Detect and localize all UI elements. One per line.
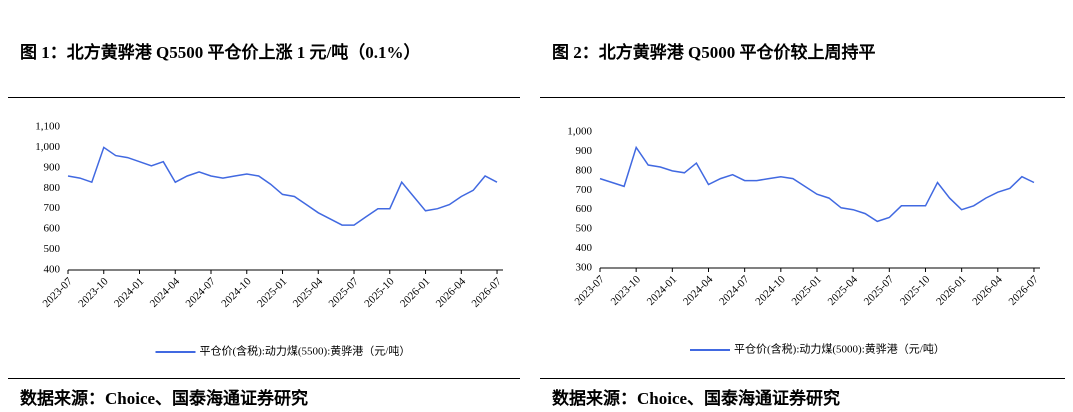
y-tick-label: 300 — [576, 262, 593, 274]
data-line — [599, 145, 1035, 223]
x-tick-label: 2025-04 — [291, 275, 326, 310]
y-tick-label: 1,000 — [567, 126, 592, 138]
y-tick-label: 700 — [576, 184, 593, 196]
legend-label: 平仓价(含税):动力煤(5500):黄骅港（元/吨） — [200, 344, 411, 358]
x-tick-label: 2024-04 — [681, 273, 716, 308]
y-tick-label: 800 — [576, 164, 593, 176]
x-tick-label: 2025-01 — [789, 273, 823, 307]
x-tick-label: 2025-07 — [327, 275, 362, 310]
x-tick-label: 2025-10 — [898, 273, 933, 308]
x-tick-label: 2025-01 — [255, 275, 289, 309]
y-tick-label: 800 — [44, 182, 61, 194]
y-tick-label: 600 — [44, 223, 61, 235]
y-tick-label: 900 — [44, 161, 61, 173]
x-tick-label: 2025-04 — [826, 273, 861, 308]
y-tick-label: 400 — [44, 264, 61, 276]
x-tick-label: 2023-10 — [609, 273, 644, 308]
y-tick-label: 900 — [576, 145, 593, 157]
legend-label: 平仓价(含税):动力煤(5000):黄骅港（元/吨） — [734, 342, 945, 356]
x-tick-label: 2025-10 — [362, 275, 397, 310]
y-tick-label: 400 — [576, 242, 593, 254]
source-note: 数据来源：Choice、国泰海通证券研究 — [552, 389, 841, 408]
x-tick-label: 2024-01 — [645, 273, 679, 307]
y-tick-label: 500 — [576, 223, 593, 235]
x-tick-label: 2026-07 — [470, 275, 505, 310]
x-tick-label: 2023-07 — [572, 273, 607, 308]
rule — [540, 97, 1065, 98]
rule — [8, 378, 520, 379]
x-tick-label: 2024-10 — [219, 275, 254, 310]
rule — [540, 378, 1065, 379]
rule — [8, 97, 520, 98]
x-tick-label: 2024-07 — [184, 275, 219, 310]
y-tick-label: 500 — [44, 243, 61, 255]
x-tick-label: 2024-04 — [148, 275, 183, 310]
y-tick-label: 1,100 — [35, 121, 60, 133]
chart-title: 图 1：北方黄骅港 Q5500 平仓价上涨 1 元/吨（0.1%） — [20, 43, 421, 62]
data-line — [67, 146, 498, 226]
x-tick-label: 2024-01 — [112, 275, 146, 309]
x-tick-label: 2024-07 — [717, 273, 752, 308]
chart-title: 图 2：北方黄骅港 Q5000 平仓价较上周持平 — [552, 43, 876, 62]
x-tick-label: 2023-07 — [40, 275, 75, 310]
x-tick-label: 2026-04 — [434, 275, 469, 310]
y-tick-label: 700 — [44, 202, 61, 214]
x-tick-label: 2026-01 — [934, 273, 968, 307]
x-tick-label: 2024-10 — [753, 273, 788, 308]
source-note: 数据来源：Choice、国泰海通证券研究 — [20, 389, 309, 408]
y-tick-label: 600 — [576, 203, 593, 215]
x-tick-label: 2026-04 — [970, 273, 1005, 308]
y-tick-label: 1,000 — [35, 141, 60, 153]
x-tick-label: 2025-07 — [862, 273, 897, 308]
x-tick-label: 2023-10 — [76, 275, 111, 310]
x-tick-label: 2026-01 — [398, 275, 432, 309]
x-tick-label: 2026-07 — [1006, 273, 1041, 308]
